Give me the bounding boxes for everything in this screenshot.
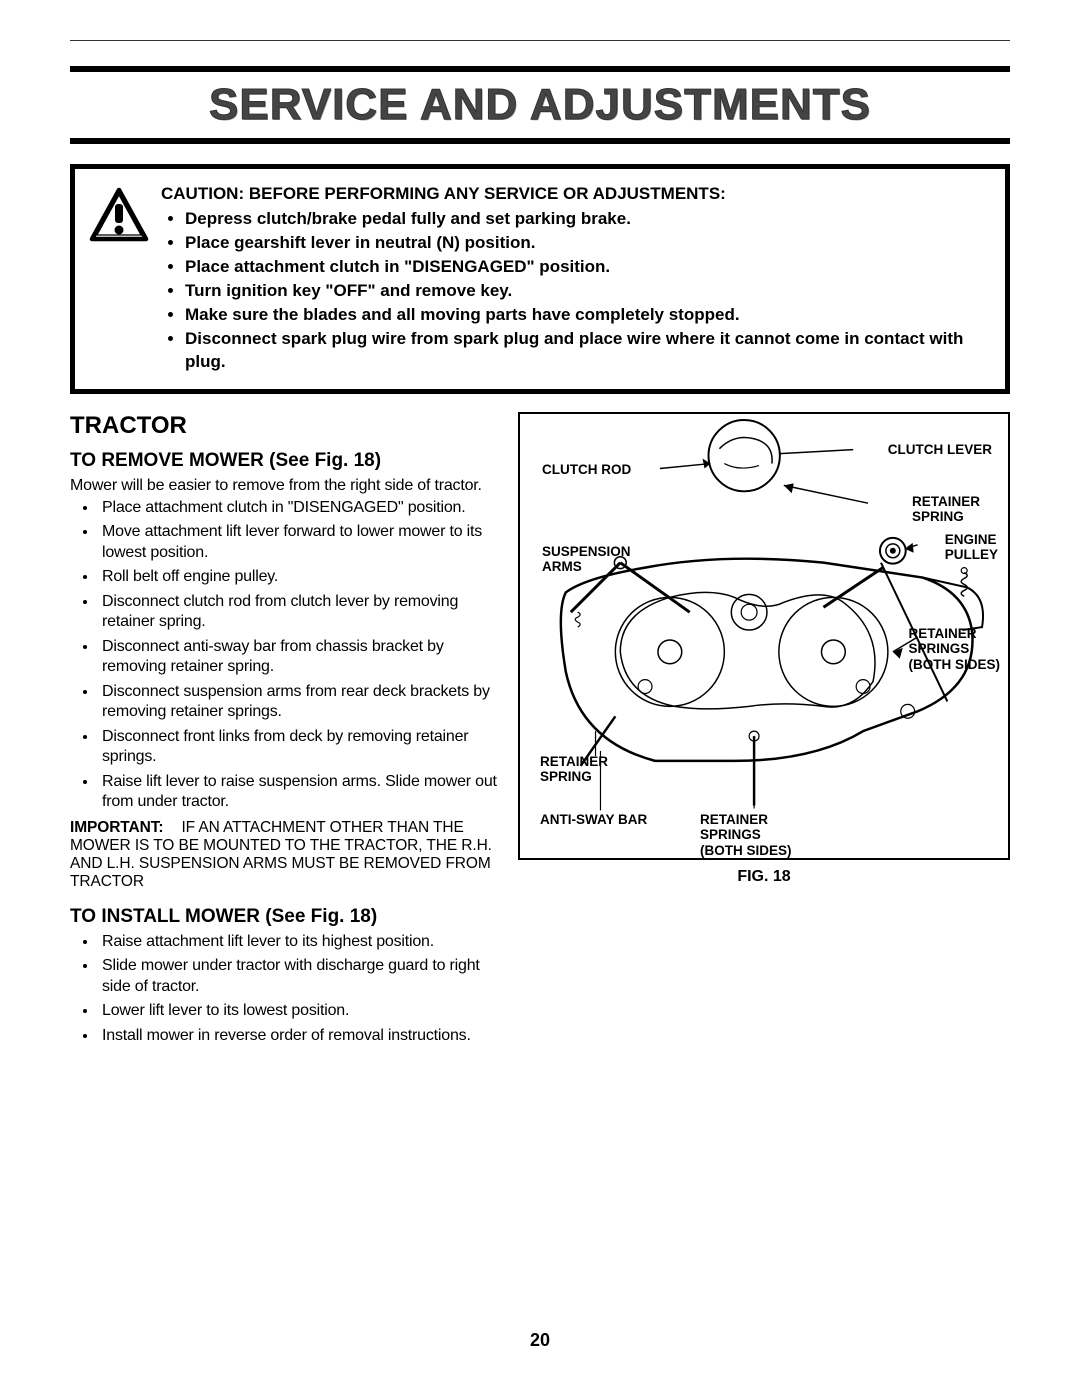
- remove-step: Roll belt off engine pulley.: [98, 567, 500, 587]
- install-steps: Raise attachment lift lever to its highe…: [70, 932, 500, 1046]
- label-suspension-arms: SUSPENSION ARMS: [542, 544, 631, 575]
- warning-triangle-icon: [89, 187, 149, 248]
- remove-step: Raise lift lever to raise suspension arm…: [98, 772, 500, 813]
- label-retainer-springs-bottom: RETAINER SPRINGS (BOTH SIDES): [700, 812, 792, 859]
- label-retainer-spring-left: RETAINER SPRING: [540, 754, 608, 785]
- install-step: Slide mower under tractor with discharge…: [98, 956, 500, 997]
- page-number: 20: [530, 1330, 550, 1351]
- figure-box: CLUTCH ROD CLUTCH LEVER RETAINER SPRING …: [518, 412, 1010, 860]
- remove-step: Disconnect clutch rod from clutch lever …: [98, 592, 500, 633]
- remove-step: Disconnect suspension arms from rear dec…: [98, 682, 500, 723]
- install-step: Lower lift lever to its lowest position.: [98, 1001, 500, 1021]
- install-body: Raise attachment lift lever to its highe…: [70, 932, 500, 1046]
- install-step: Install mower in reverse order of remova…: [98, 1026, 500, 1046]
- remove-step: Move attachment lift lever forward to lo…: [98, 522, 500, 563]
- label-retainer-spring-top: RETAINER SPRING: [912, 494, 980, 525]
- right-column: CLUTCH ROD CLUTCH LEVER RETAINER SPRING …: [518, 412, 1010, 1053]
- remove-title: TO REMOVE MOWER (See Fig. 18): [70, 450, 500, 472]
- top-rule: [70, 40, 1010, 41]
- remove-step: Disconnect anti-sway bar from chassis br…: [98, 637, 500, 678]
- install-step: Raise attachment lift lever to its highe…: [98, 932, 500, 952]
- remove-step: Place attachment clutch in "DISENGAGED" …: [98, 498, 500, 518]
- caution-item: Depress clutch/brake pedal fully and set…: [185, 208, 985, 231]
- label-clutch-lever: CLUTCH LEVER: [888, 442, 992, 458]
- caution-content: CAUTION: BEFORE PERFORMING ANY SERVICE O…: [161, 183, 985, 375]
- remove-intro: Mower will be easier to remove from the …: [70, 476, 500, 496]
- important-label: IMPORTANT:: [70, 819, 163, 836]
- caution-heading: CAUTION: BEFORE PERFORMING ANY SERVICE O…: [161, 183, 985, 206]
- label-anti-sway-bar: ANTI-SWAY BAR: [540, 812, 647, 828]
- caution-item: Turn ignition key "OFF" and remove key.: [185, 280, 985, 303]
- label-engine-pulley: ENGINE PULLEY: [945, 532, 998, 563]
- content-area: TRACTOR TO REMOVE MOWER (See Fig. 18) Mo…: [70, 412, 1010, 1053]
- section-title: TRACTOR: [70, 412, 500, 440]
- figure-caption: FIG. 18: [518, 868, 1010, 886]
- remove-body: Mower will be easier to remove from the …: [70, 476, 500, 813]
- important-note: IMPORTANT:IF AN ATTACHMENT OTHER THAN TH…: [70, 819, 500, 892]
- page-title: SERVICE AND ADJUSTMENTS: [70, 80, 1010, 130]
- caution-item: Place gearshift lever in neutral (N) pos…: [185, 232, 985, 255]
- caution-item: Place attachment clutch in "DISENGAGED" …: [185, 256, 985, 279]
- remove-steps: Place attachment clutch in "DISENGAGED" …: [70, 498, 500, 813]
- left-column: TRACTOR TO REMOVE MOWER (See Fig. 18) Mo…: [70, 412, 500, 1053]
- caution-box: CAUTION: BEFORE PERFORMING ANY SERVICE O…: [70, 164, 1010, 394]
- install-title: TO INSTALL MOWER (See Fig. 18): [70, 906, 500, 928]
- label-retainer-springs-right: RETAINER SPRINGS (BOTH SIDES): [908, 626, 1000, 673]
- caution-list: Depress clutch/brake pedal fully and set…: [161, 208, 985, 374]
- caution-item: Disconnect spark plug wire from spark pl…: [185, 328, 985, 374]
- label-clutch-rod: CLUTCH ROD: [542, 462, 631, 478]
- remove-step: Disconnect front links from deck by remo…: [98, 727, 500, 768]
- page-header: SERVICE AND ADJUSTMENTS: [70, 66, 1010, 144]
- caution-item: Make sure the blades and all moving part…: [185, 304, 985, 327]
